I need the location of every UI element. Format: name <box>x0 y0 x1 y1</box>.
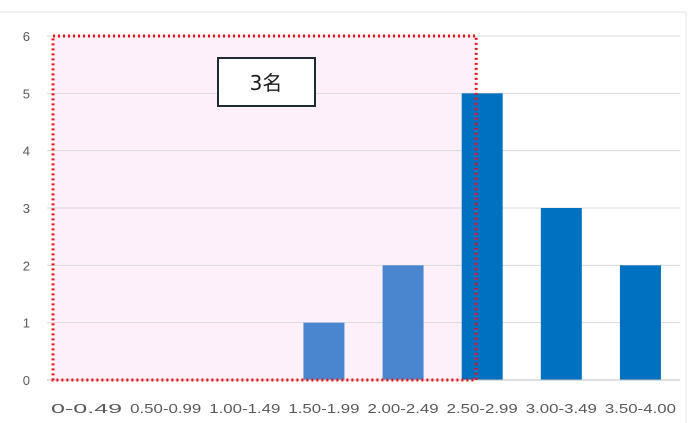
bar-1.50-1.99 <box>303 322 345 380</box>
y-tick-label-2: 2 <box>23 258 30 273</box>
y-tick-label-1: 1 <box>23 316 30 331</box>
y-tick-label-4: 4 <box>23 144 30 159</box>
x-tick-label-2.50-2.99: 2.50-2.99 <box>447 401 518 416</box>
x-tick-label-3.50-4.00: 3.50-4.00 <box>605 401 676 416</box>
bar-2.50-2.99 <box>461 93 503 380</box>
x-axis-tick-labels: 0-0.49 0.50-0.99 1.00-1.49 1.50-1.99 2.00-2.… <box>51 401 676 416</box>
highlight-region-border <box>51 34 478 382</box>
annotation-text: 3名 <box>250 71 283 95</box>
y-tick-label-5: 5 <box>23 86 30 101</box>
x-tick-label-0.50-0.99: 0.50-0.99 <box>130 401 201 416</box>
x-tick-label-2.00-2.49: 2.00-2.49 <box>368 401 439 416</box>
annotation-callout: 3名 <box>217 57 316 107</box>
x-tick-label-1.50-1.99: 1.50-1.99 <box>288 401 359 416</box>
y-tick-label-3: 3 <box>23 201 30 216</box>
x-tick-label-0-0.49: 0-0.49 <box>51 401 122 416</box>
y-tick-label-6: 6 <box>23 29 30 44</box>
x-tick-label-1.00-1.49: 1.00-1.49 <box>209 401 280 416</box>
bar-2.00-2.49 <box>382 265 424 380</box>
bar-3.00-3.49 <box>540 208 582 380</box>
x-tick-label-3.00-3.49: 3.00-3.49 <box>526 401 597 416</box>
y-axis-tick-labels: 0 1 2 3 4 5 6 <box>23 29 30 388</box>
annotation-box <box>217 57 316 107</box>
bar-3.50-4.00 <box>619 265 661 380</box>
bars <box>303 93 661 380</box>
y-tick-label-0: 0 <box>23 373 30 388</box>
